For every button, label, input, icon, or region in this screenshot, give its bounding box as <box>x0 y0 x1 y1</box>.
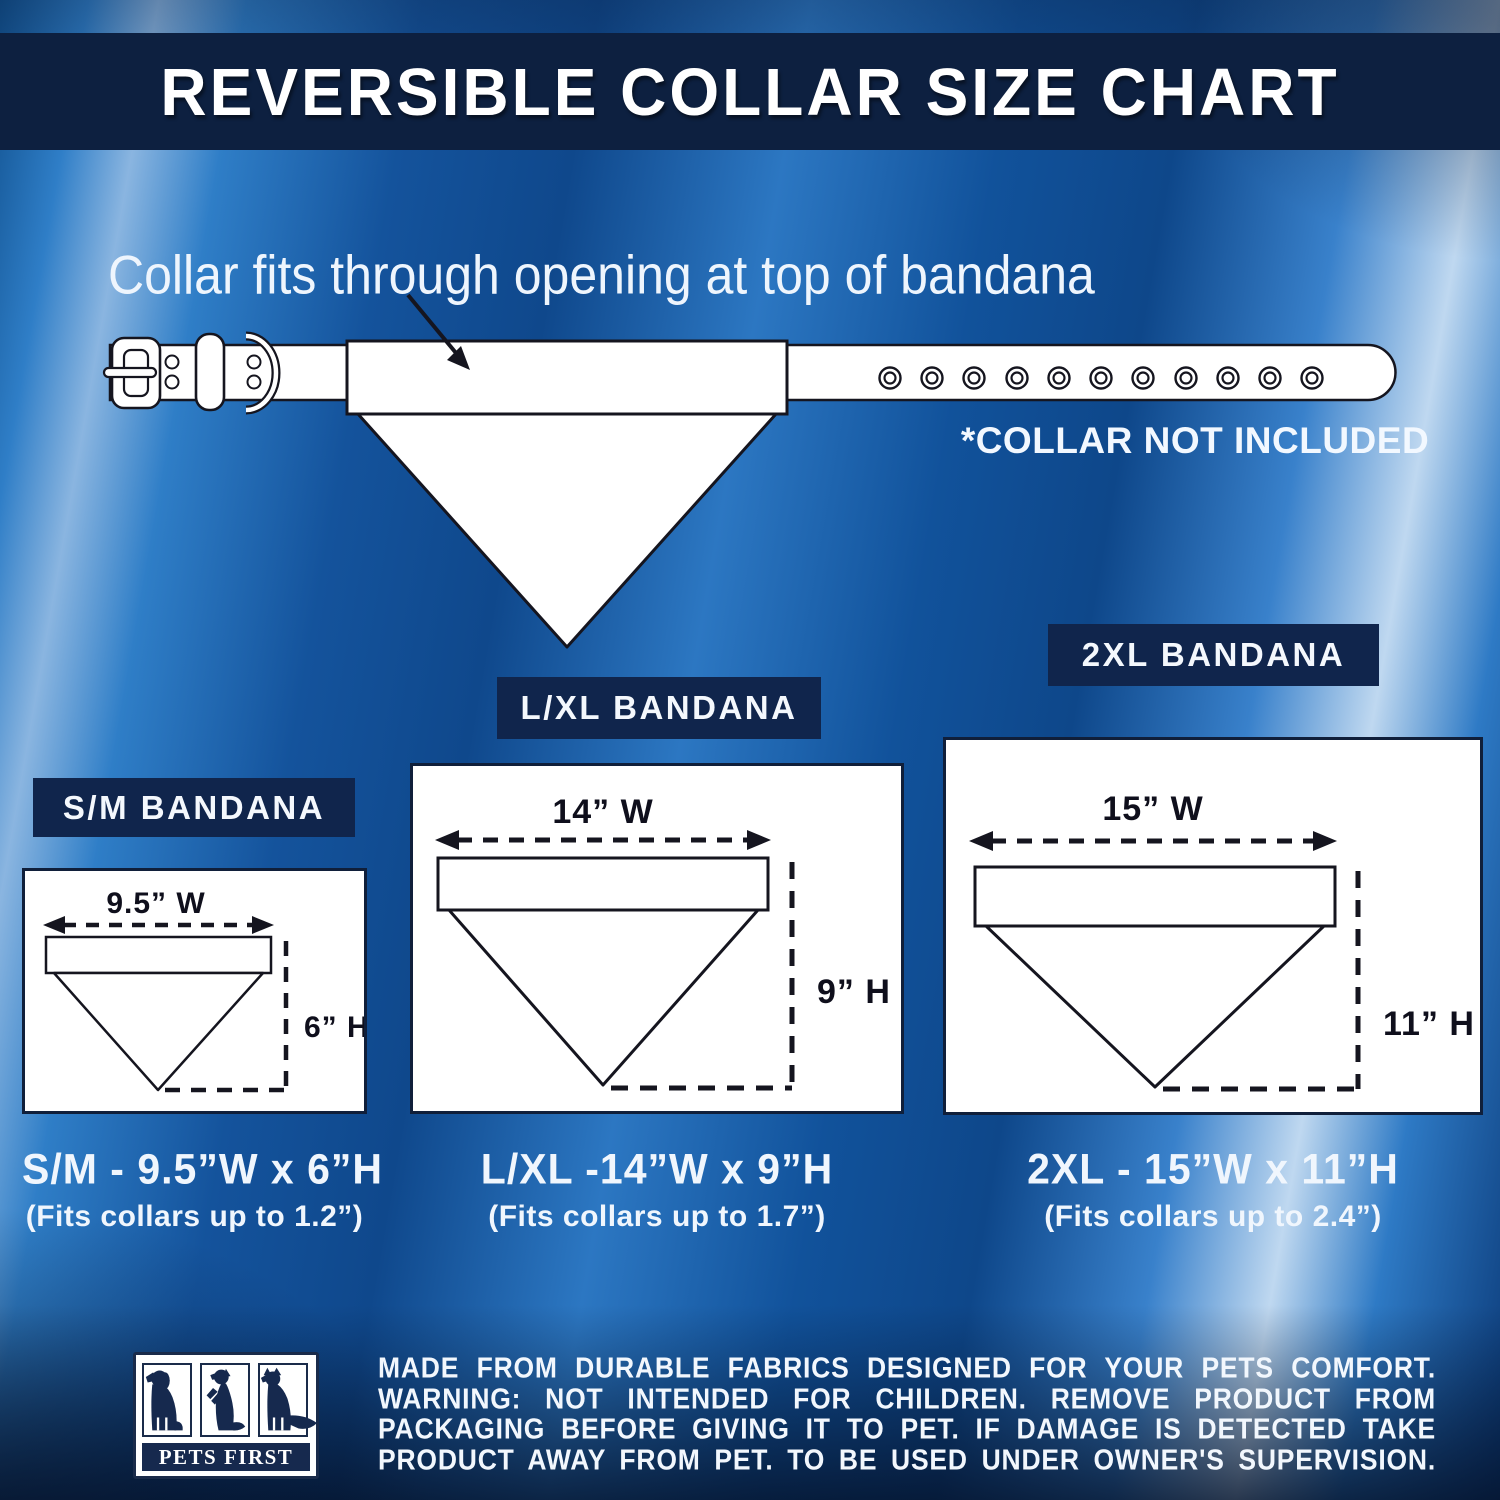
size-panel-sm: 9.5” W 6” H <box>22 868 367 1114</box>
dog-silhouette-1 <box>145 1370 183 1431</box>
dog-silhouette-2 <box>206 1368 246 1431</box>
collar-eyelets <box>878 366 1324 390</box>
size-panel-2xl: 15” W 11” H <box>943 737 1483 1115</box>
warning-line: PRODUCT AWAY FROM PET. TO BE USED UNDER … <box>378 1443 1436 1476</box>
pointer-arrow <box>406 293 470 370</box>
sm-diagram: 9.5” W 6” H <box>43 887 364 1093</box>
logo-wordmark-bar: PETS FIRST <box>142 1443 310 1471</box>
collar-buckle <box>102 331 281 415</box>
brand-name: PETS FIRST <box>158 1444 294 1469</box>
svg-text:6” H: 6” H <box>304 1011 364 1044</box>
size-panel-lxl: 14” W 9” H <box>410 763 904 1114</box>
collar-keeper-loop <box>194 332 226 412</box>
lxl-diagram: 14” W 9” H <box>435 793 891 1091</box>
logo-dog-frame-3 <box>258 1363 318 1437</box>
collar-not-included-note: *COLLAR NOT INCLUDED <box>960 420 1430 461</box>
warning-line: PACKAGING BEFORE GIVING IT TO PET. IF DA… <box>378 1413 1436 1446</box>
svg-text:14” W: 14” W <box>552 793 653 831</box>
size-line-2xl: 2XL - 15”W x 11”H <box>1027 1144 1399 1194</box>
buckle-prong <box>102 366 158 379</box>
fits-line-lxl: (Fits collars up to 1.7”) <box>488 1200 826 1233</box>
svg-text:9.5” W: 9.5” W <box>106 887 205 920</box>
fits-line-2xl: (Fits collars up to 2.4”) <box>1044 1200 1382 1233</box>
size-label-lxl: L/XL BANDANA <box>497 677 821 739</box>
2xl-diagram: 15” W 11” H <box>969 790 1475 1092</box>
collar-diagram <box>102 293 1397 649</box>
size-label-sm: S/M BANDANA <box>33 778 355 837</box>
size-label-2xl: 2XL BANDANA <box>1048 624 1379 686</box>
bandana-shape <box>345 339 789 649</box>
svg-text:9” H: 9” H <box>817 973 891 1011</box>
logo-dog-frame-2 <box>200 1363 250 1437</box>
warning-line: MADE FROM DURABLE FABRICS DESIGNED FOR Y… <box>378 1352 1436 1385</box>
pets-first-logo: PETS FIRST <box>133 1352 319 1479</box>
size-line-lxl: L/XL -14”W x 9”H <box>480 1144 834 1194</box>
collar-caption: Collar fits through opening at top of ba… <box>108 244 1095 306</box>
size-line-sm: S/M - 9.5”W x 6”H <box>22 1144 384 1194</box>
dog-silhouette-3 <box>260 1367 318 1431</box>
logo-dog-frame-1 <box>142 1363 192 1437</box>
page-title: REVERSIBLE COLLAR SIZE CHART <box>160 53 1340 130</box>
svg-text:15” W: 15” W <box>1102 790 1203 828</box>
warning-text-block: MADE FROM DURABLE FABRICS DESIGNED FOR Y… <box>378 1352 1436 1476</box>
svg-text:11” H: 11” H <box>1383 1005 1475 1043</box>
warning-line: WARNING: NOT INTENDED FOR CHILDREN. REMO… <box>378 1382 1436 1415</box>
header-band: REVERSIBLE COLLAR SIZE CHART <box>0 33 1500 150</box>
fits-line-sm: (Fits collars up to 1.2”) <box>25 1200 364 1233</box>
